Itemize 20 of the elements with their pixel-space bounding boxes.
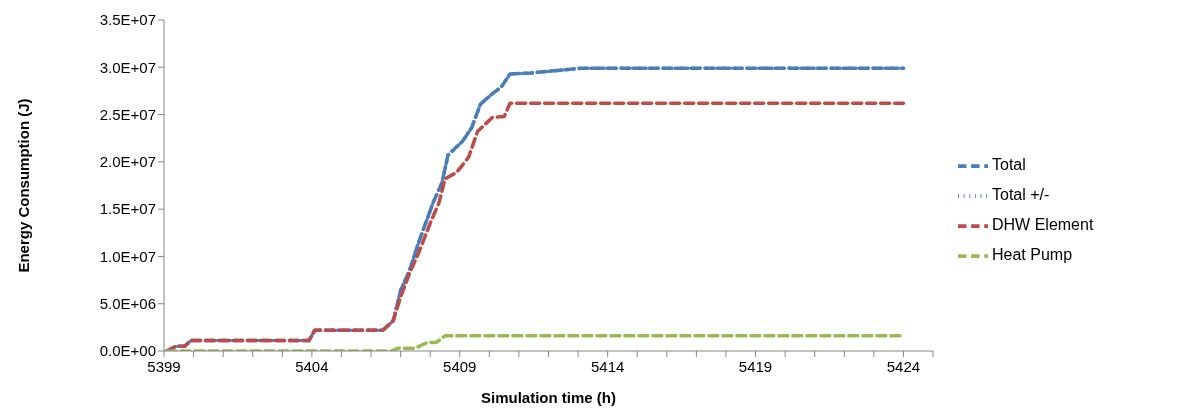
legend-label: Total +/-	[992, 185, 1050, 203]
x-tick-label: 5419	[738, 357, 773, 375]
x-tick-label: 5414	[590, 357, 625, 375]
x-tick-label: 5399	[147, 357, 181, 375]
x-axis-title: Simulation time (h)	[481, 389, 616, 406]
y-tick-label: 1.0E+07	[99, 247, 156, 265]
y-tick-label: 2.0E+07	[99, 153, 156, 171]
legend-label: Heat Pump	[992, 245, 1073, 263]
y-tick-label: 3.5E+07	[99, 11, 156, 29]
x-tick-label: 5409	[443, 357, 477, 375]
y-axis-title: Energy Consumption (J)	[15, 98, 33, 273]
x-tick-label: 5404	[295, 357, 329, 375]
legend-label: DHW Element	[992, 215, 1094, 233]
y-tick-label: 0.0E+00	[99, 342, 156, 360]
y-tick-label: 5.0E+06	[99, 295, 156, 313]
y-tick-label: 3.0E+07	[99, 58, 156, 76]
y-tick-label: 1.5E+07	[99, 200, 156, 218]
legend-label: Total	[992, 155, 1026, 173]
x-tick-label: 5424	[886, 357, 921, 375]
y-tick-label: 2.5E+07	[99, 105, 156, 123]
